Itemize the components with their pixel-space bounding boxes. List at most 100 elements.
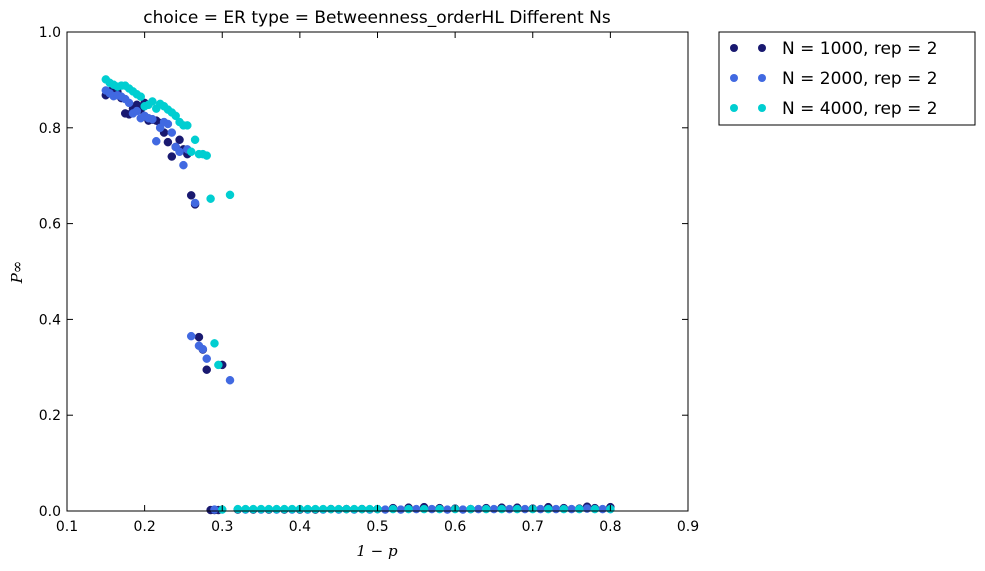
data-point xyxy=(249,504,258,514)
data-point xyxy=(287,504,297,514)
x-tick-label: 0.3 xyxy=(211,519,233,535)
x-tick-label: 0.1 xyxy=(56,519,78,535)
data-point xyxy=(202,354,211,363)
y-tick-label: 0.6 xyxy=(39,217,61,233)
x-tick-label: 0.4 xyxy=(289,519,311,535)
x-tick-label: 0.2 xyxy=(133,519,155,535)
data-point xyxy=(435,504,444,514)
data-point xyxy=(163,119,173,129)
data-point xyxy=(148,114,157,124)
data-point xyxy=(171,111,180,121)
data-point xyxy=(214,360,223,370)
data-point xyxy=(497,504,506,514)
data-point xyxy=(132,106,142,116)
data-point xyxy=(210,339,219,348)
y-tick-label: 0.0 xyxy=(39,504,61,520)
data-point xyxy=(225,375,235,385)
data-point xyxy=(388,504,398,514)
data-point xyxy=(272,504,281,514)
y-tick-label: 0.4 xyxy=(39,312,61,328)
data-point xyxy=(551,504,561,514)
data-point xyxy=(233,504,243,514)
legend-marker xyxy=(758,44,766,52)
data-point xyxy=(210,505,219,514)
data-point xyxy=(206,194,215,203)
y-axis-label: P∞ xyxy=(8,261,26,285)
data-point xyxy=(349,504,359,514)
data-point xyxy=(167,128,177,137)
data-point xyxy=(474,504,483,514)
data-point xyxy=(365,504,374,514)
data-point xyxy=(163,137,173,147)
x-tick-label: 0.7 xyxy=(522,519,544,535)
legend-marker xyxy=(758,74,766,82)
data-point xyxy=(190,198,200,208)
legend-entry: N = 2000, rep = 2 xyxy=(782,69,938,89)
data-point xyxy=(175,147,184,156)
data-point xyxy=(575,504,584,514)
data-point xyxy=(536,504,545,514)
data-point xyxy=(136,92,145,101)
data-point xyxy=(598,504,607,514)
legend-marker xyxy=(730,44,738,52)
data-point xyxy=(334,504,343,514)
x-axis: 0.1 0.2 0.3 0.4 0.5 0.6 0.7 0.8 0.9 xyxy=(56,32,699,535)
data-point xyxy=(241,504,250,514)
y-tick-label: 0.2 xyxy=(39,408,61,424)
data-point xyxy=(280,504,289,514)
data-point xyxy=(481,504,491,514)
data-point xyxy=(466,504,475,514)
data-point xyxy=(198,344,208,354)
data-point xyxy=(256,504,266,514)
data-point xyxy=(443,505,452,514)
data-point xyxy=(489,504,499,514)
data-point xyxy=(505,504,514,514)
data-point xyxy=(179,160,188,170)
data-point xyxy=(567,504,576,514)
data-point xyxy=(559,504,569,514)
data-point xyxy=(186,147,196,156)
data-point xyxy=(404,504,413,514)
legend-marker xyxy=(758,104,766,112)
data-point xyxy=(264,504,274,514)
data-point xyxy=(419,504,429,514)
data-point xyxy=(194,332,204,342)
data-point xyxy=(520,504,530,514)
data-point xyxy=(427,504,437,514)
data-point xyxy=(342,504,351,514)
data-point xyxy=(175,135,184,145)
data-point xyxy=(512,504,522,514)
x-tick-label: 0.9 xyxy=(677,519,699,535)
data-point xyxy=(412,504,421,514)
legend-entry: N = 4000, rep = 2 xyxy=(782,99,938,119)
legend-marker xyxy=(730,104,738,112)
data-point xyxy=(396,505,406,514)
data-point xyxy=(225,190,235,200)
x-tick-label: 0.5 xyxy=(366,519,388,535)
x-axis-label: 1 − p xyxy=(356,542,398,560)
x-tick-label: 0.6 xyxy=(444,519,466,535)
x-tick-label: 0.8 xyxy=(599,519,621,535)
data-point xyxy=(544,504,553,514)
data-point xyxy=(311,504,320,514)
y-axis: 0.0 0.2 0.4 0.6 0.8 1.0 xyxy=(39,25,688,520)
series-2 xyxy=(101,86,615,514)
data-point xyxy=(458,505,468,514)
data-point xyxy=(202,365,211,374)
data-point xyxy=(326,504,336,514)
data-point xyxy=(186,331,196,341)
chart-title: choice = ER type = Betweenness_orderHL D… xyxy=(143,8,611,28)
data-point xyxy=(590,504,600,514)
data-point xyxy=(381,505,390,514)
y-tick-label: 0.8 xyxy=(39,121,61,137)
data-point xyxy=(202,151,211,160)
data-point xyxy=(357,504,367,514)
data-point xyxy=(124,98,134,108)
data-point xyxy=(152,136,161,146)
data-point xyxy=(303,504,312,514)
y-tick-label: 1.0 xyxy=(39,25,61,41)
data-point xyxy=(190,135,200,145)
legend-marker xyxy=(730,74,738,82)
data-point xyxy=(318,504,328,514)
